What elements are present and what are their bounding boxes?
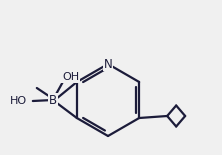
- Text: HO: HO: [10, 96, 27, 106]
- Text: B: B: [49, 93, 57, 106]
- Text: OH: OH: [62, 72, 79, 82]
- Text: N: N: [104, 58, 112, 71]
